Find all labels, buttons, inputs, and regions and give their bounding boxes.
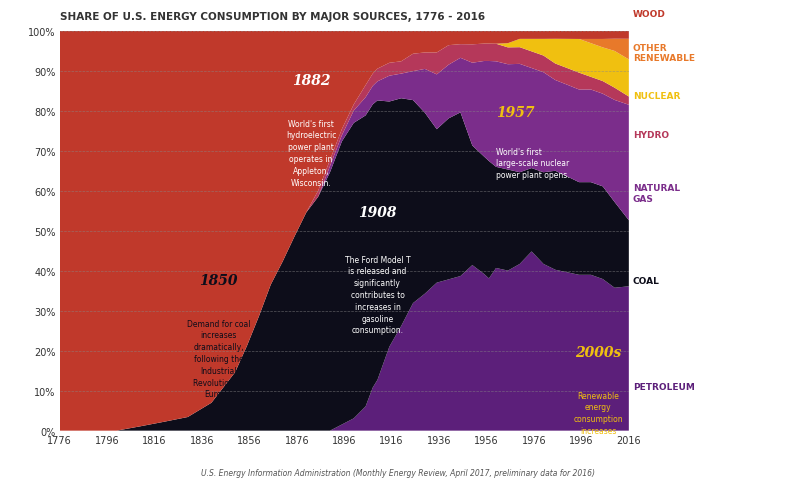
Text: NUCLEAR: NUCLEAR xyxy=(633,92,681,101)
Text: Renewable
energy
consumption
increases: Renewable energy consumption increases xyxy=(573,391,622,435)
Text: SHARE OF U.S. ENERGY CONSUMPTION BY MAJOR SOURCES, 1776 - 2016: SHARE OF U.S. ENERGY CONSUMPTION BY MAJO… xyxy=(60,12,485,22)
Text: Demand for coal
increases
dramatically,
following the
Industrial
Revolution in
E: Demand for coal increases dramatically, … xyxy=(187,319,250,399)
Text: WOOD: WOOD xyxy=(633,10,665,19)
Text: NATURAL
GAS: NATURAL GAS xyxy=(633,184,680,203)
Text: 1908: 1908 xyxy=(358,205,396,219)
Text: 1882: 1882 xyxy=(292,74,330,88)
Text: The Ford Model T
is released and
significantly
contributes to
increases in
gasol: The Ford Model T is released and signifi… xyxy=(345,255,410,335)
Text: World's first
hydroelectric
power plant
operates in
Appleton,
Wisconsin.: World's first hydroelectric power plant … xyxy=(286,120,336,187)
Text: 1957: 1957 xyxy=(496,106,535,120)
Text: HYDRO: HYDRO xyxy=(633,131,669,140)
Text: U.S. Energy Information Administration (Monthly Energy Review, April 2017, preli: U.S. Energy Information Administration (… xyxy=(201,468,595,477)
Text: COAL: COAL xyxy=(633,276,660,285)
Text: OTHER
RENEWABLE: OTHER RENEWABLE xyxy=(633,44,695,63)
Text: World's first
large-scale nuclear
power plant opens.: World's first large-scale nuclear power … xyxy=(496,147,570,180)
Text: 1850: 1850 xyxy=(199,273,238,287)
Text: PETROLEUM: PETROLEUM xyxy=(633,383,695,392)
Text: 2000s: 2000s xyxy=(575,345,621,359)
